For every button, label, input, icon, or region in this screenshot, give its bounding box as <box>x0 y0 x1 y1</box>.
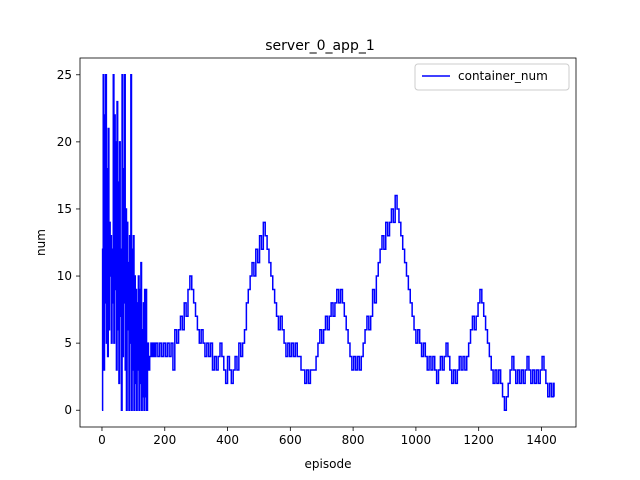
series-line-0 <box>101 74 555 411</box>
y-tick-label: 10 <box>57 269 72 283</box>
y-tick-label: 15 <box>57 202 72 216</box>
y-tick-label: 5 <box>64 336 72 350</box>
x-tick-label: 1200 <box>463 433 494 447</box>
legend: container_num <box>414 63 570 91</box>
axis-ticks: 0 200 400 600 800 1000 1200 1400 0 5 10 15 20 25 <box>57 68 557 447</box>
x-tick-label: 800 <box>342 433 365 447</box>
x-tick-label: 400 <box>216 433 239 447</box>
legend-label: container_num <box>458 69 548 83</box>
chart-title: server_0_app_1 <box>265 38 374 54</box>
y-tick-label: 25 <box>57 68 72 82</box>
y-tick-label: 0 <box>64 403 72 417</box>
plot-frame <box>79 57 577 428</box>
x-axis-label: episode <box>305 457 352 471</box>
y-axis-label: num <box>34 229 48 256</box>
y-tick-label: 20 <box>57 135 72 149</box>
x-tick-label: 0 <box>98 433 106 447</box>
series-lines <box>101 74 555 411</box>
legend-box <box>414 63 570 91</box>
x-tick-label: 1000 <box>401 433 432 447</box>
x-tick-label: 1400 <box>526 433 557 447</box>
x-tick-label: 600 <box>279 433 302 447</box>
x-tick-label: 200 <box>153 433 176 447</box>
